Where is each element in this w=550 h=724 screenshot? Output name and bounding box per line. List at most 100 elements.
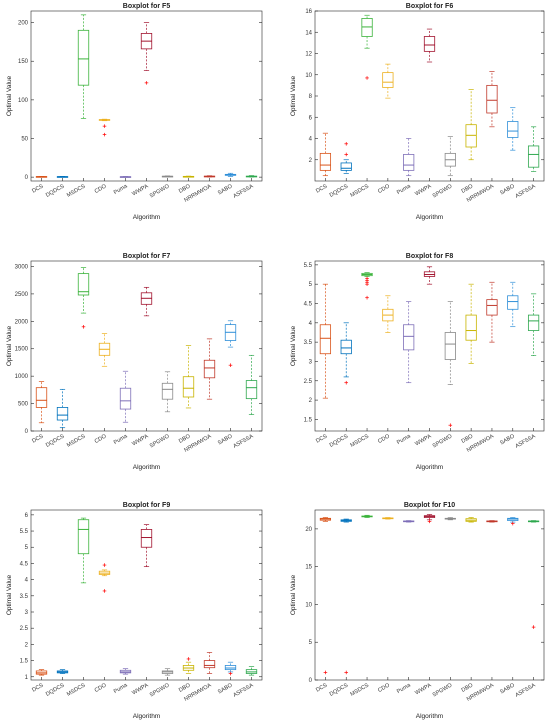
box-wwpa bbox=[423, 28, 436, 63]
y-tick-label: 1 bbox=[25, 675, 29, 681]
x-tick-label: ASFSSA bbox=[232, 682, 254, 698]
iqr-box bbox=[486, 84, 498, 114]
plot-frame bbox=[30, 10, 263, 182]
y-tick-label: 12 bbox=[305, 52, 312, 58]
y-axis-label: Optimal Value bbox=[6, 75, 13, 116]
y-axis-label: Optimal Value bbox=[290, 574, 297, 615]
outlier-point bbox=[344, 152, 349, 157]
box-spgwo bbox=[444, 301, 456, 428]
x-tick-label: ASFSSA bbox=[232, 183, 254, 199]
box-spgwo bbox=[161, 371, 174, 413]
x-tick-label: SPGWO bbox=[432, 183, 454, 199]
x-tick-label: CDO bbox=[377, 433, 391, 445]
x-tick-label: SPGWO bbox=[149, 682, 171, 698]
x-tick-label: SPGWO bbox=[432, 682, 454, 698]
x-tick-label: MSDCS bbox=[66, 682, 87, 697]
iqr-box bbox=[77, 273, 90, 296]
iqr-box bbox=[56, 407, 69, 421]
iqr-box bbox=[203, 660, 216, 669]
box-dqdcs bbox=[340, 518, 352, 675]
iqr-box bbox=[77, 29, 90, 86]
box-puma bbox=[403, 138, 415, 177]
y-tick-label: 5 bbox=[25, 545, 29, 551]
outlier-point bbox=[344, 380, 349, 385]
box-dcs bbox=[35, 176, 48, 178]
x-tick-label: Puma bbox=[396, 433, 412, 446]
box-spgwo bbox=[444, 136, 456, 177]
x-axis-label: Algorithm bbox=[416, 464, 443, 471]
iqr-box bbox=[423, 36, 436, 52]
plot-frame bbox=[314, 509, 545, 681]
x-tick-label: DCS bbox=[31, 433, 44, 444]
chart-panel: Boxplot for F6 2 4 6 8 10 12 14 16 Optimal Value A… bbox=[290, 3, 545, 221]
y-tick-label: 10 bbox=[305, 73, 312, 79]
box-dqdcs bbox=[56, 669, 69, 674]
x-axis-label: Algorithm bbox=[133, 214, 160, 221]
chart-title: Boxplot for F9 bbox=[123, 502, 171, 509]
box-asfssa bbox=[245, 666, 258, 676]
y-tick-label: 0 bbox=[25, 429, 29, 435]
box-puma bbox=[119, 370, 132, 423]
box-puma bbox=[119, 176, 132, 178]
iqr-box bbox=[507, 295, 519, 310]
x-tick-label: WWPA bbox=[131, 183, 149, 197]
x-tick-label: DQDCS bbox=[329, 682, 350, 697]
x-tick-label: ASFSSA bbox=[232, 433, 254, 449]
outlier-point bbox=[228, 671, 233, 676]
iqr-box bbox=[182, 376, 195, 398]
box-asfssa bbox=[527, 126, 540, 172]
outlier-point bbox=[344, 670, 349, 675]
outlier-point bbox=[228, 363, 233, 367]
y-tick-label: 16 bbox=[305, 9, 312, 15]
x-tick-label: WWPA bbox=[131, 682, 149, 696]
box-cdo bbox=[98, 563, 111, 593]
chart-title: Boxplot for F7 bbox=[123, 253, 171, 260]
box-spgwo bbox=[161, 668, 174, 676]
x-tick-label: DBO bbox=[461, 682, 475, 694]
box-asfssa bbox=[245, 354, 258, 415]
box-asfssa bbox=[527, 293, 540, 357]
chart-panel: Boxplot for F5 0 50 100 150 200 Optimal Value A… bbox=[6, 3, 263, 221]
y-tick-label: 5.5 bbox=[304, 263, 313, 269]
x-tick-label: Puma bbox=[396, 682, 412, 695]
y-axis-label: Optimal Value bbox=[290, 75, 297, 116]
box-wwpa bbox=[140, 286, 153, 317]
box-dqdcs bbox=[340, 322, 352, 385]
iqr-box bbox=[382, 72, 394, 88]
x-tick-label: DBO bbox=[178, 433, 192, 445]
iqr-box bbox=[35, 387, 48, 408]
box-msdcs bbox=[77, 267, 90, 329]
outlier-point bbox=[102, 563, 107, 567]
box-dbo bbox=[465, 517, 477, 523]
box-dbo bbox=[465, 89, 477, 161]
y-tick-label: 5 bbox=[309, 282, 313, 288]
box-dcs bbox=[319, 283, 332, 399]
box-sabo bbox=[224, 172, 237, 177]
x-tick-label: DQDCS bbox=[45, 682, 66, 697]
y-axis-label: Optimal Value bbox=[6, 325, 13, 366]
iqr-box bbox=[245, 380, 258, 400]
y-tick-label: 3.5 bbox=[20, 594, 29, 600]
y-tick-label: 6 bbox=[25, 513, 29, 519]
chart-title: Boxplot for F6 bbox=[406, 3, 454, 10]
y-tick-label: 200 bbox=[18, 21, 29, 27]
outlier-point bbox=[323, 670, 328, 675]
box-nrrmwoa bbox=[486, 71, 498, 128]
box-msdcs bbox=[77, 517, 90, 584]
x-tick-label: ASFSSA bbox=[514, 183, 536, 199]
x-tick-label: MSDCS bbox=[350, 183, 371, 198]
iqr-box bbox=[119, 387, 132, 410]
y-tick-label: 4 bbox=[309, 137, 313, 143]
x-tick-label: DQDCS bbox=[329, 433, 350, 448]
outlier-point bbox=[427, 519, 432, 524]
x-tick-label: DCS bbox=[31, 183, 44, 194]
x-tick-label: DBO bbox=[178, 183, 192, 195]
y-tick-label: 1.5 bbox=[20, 659, 29, 665]
plot-frame bbox=[30, 509, 263, 681]
x-tick-label: WWPA bbox=[131, 433, 149, 447]
outlier-point bbox=[344, 142, 349, 146]
iqr-box bbox=[444, 332, 456, 360]
x-tick-label: MSDCS bbox=[350, 433, 371, 448]
